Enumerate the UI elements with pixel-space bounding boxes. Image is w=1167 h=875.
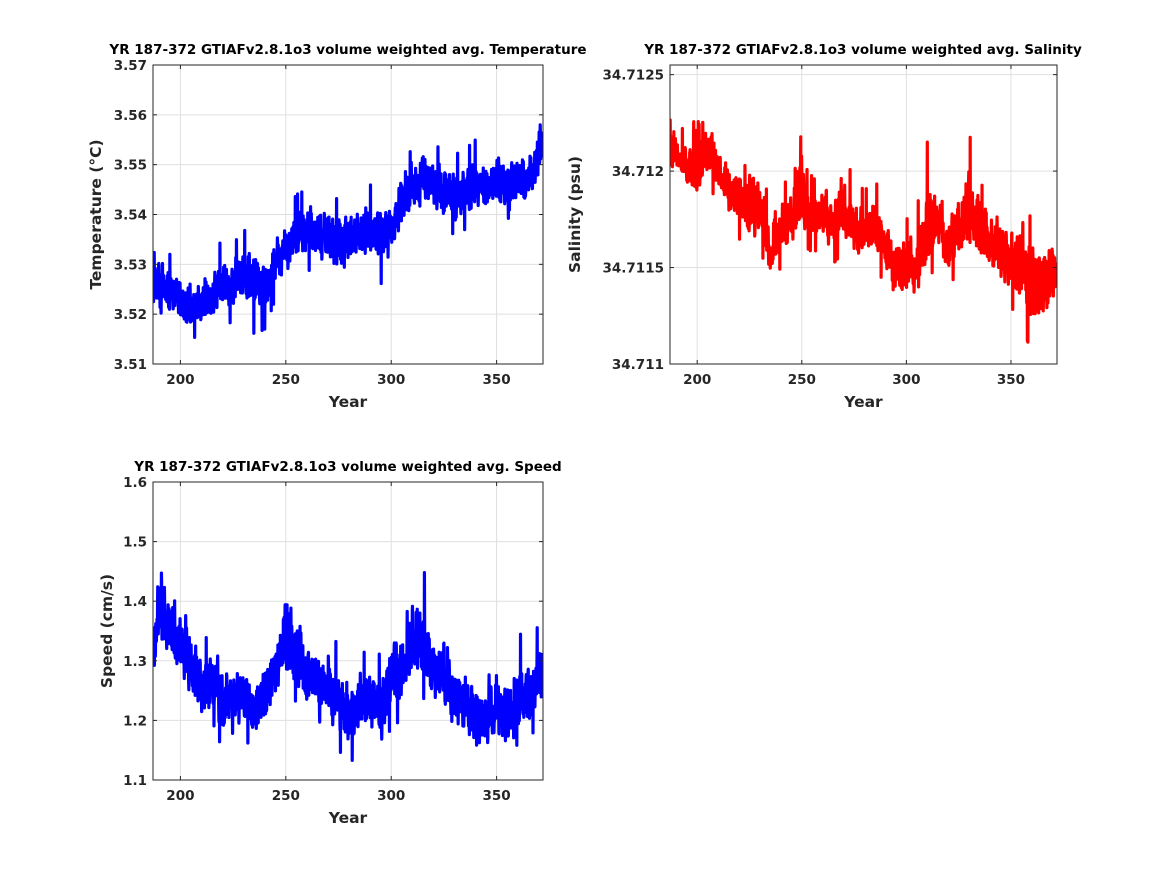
x-tick-label: 300 <box>892 372 920 388</box>
x-tick-label: 200 <box>683 372 711 388</box>
y-tick-label: 34.711 <box>612 357 664 373</box>
chart-title: YR 187-372 GTIAFv2.8.1o3 volume weighted… <box>133 459 561 475</box>
y-tick-label: 34.712 <box>612 164 664 180</box>
x-tick-label: 200 <box>166 372 194 388</box>
subplot-3: 200 250 300 350 1.1 1.2 1.3 1.4 1.5 1.6 Year Speed … <box>98 459 562 827</box>
y-tick-label: 3.56 <box>114 108 147 124</box>
y-tick-label: 34.7125 <box>603 68 665 84</box>
y-axis-label: Temperature (°C) <box>87 139 105 289</box>
x-tick-label: 350 <box>997 372 1025 388</box>
y-tick-label: 1.2 <box>123 713 147 729</box>
x-axis-label: Year <box>843 393 883 411</box>
y-tick-label: 1.4 <box>123 594 147 610</box>
data-series-line <box>670 118 1057 344</box>
x-tick-label: 300 <box>377 788 405 804</box>
x-tick-label: 300 <box>377 372 405 388</box>
x-axis-label: Year <box>328 393 368 411</box>
x-tick-label: 350 <box>483 788 511 804</box>
y-tick-label: 3.54 <box>114 208 147 224</box>
y-axis-label: Salinity (psu) <box>566 156 584 273</box>
y-tick-label: 1.3 <box>123 654 147 670</box>
y-tick-label: 3.55 <box>114 158 147 174</box>
x-tick-label: 200 <box>166 788 194 804</box>
axes-box <box>152 481 544 781</box>
x-tick-label: 250 <box>272 372 300 388</box>
y-tick-label: 1.5 <box>123 535 147 551</box>
data-series-line <box>153 123 543 339</box>
y-tick-label: 3.52 <box>114 307 147 323</box>
x-tick-label: 250 <box>272 788 300 804</box>
axes-box <box>669 64 1058 365</box>
data-series-line <box>153 570 543 762</box>
x-tick-label: 250 <box>788 372 816 388</box>
chart-title: YR 187-372 GTIAFv2.8.1o3 volume weighted… <box>108 42 586 58</box>
x-tick-label: 350 <box>483 372 511 388</box>
chart-title: YR 187-372 GTIAFv2.8.1o3 volume weighted… <box>643 42 1082 58</box>
y-tick-label: 1.1 <box>123 773 147 789</box>
y-tick-label: 3.51 <box>114 357 147 373</box>
y-tick-label: 34.7115 <box>603 261 665 277</box>
y-tick-label: 3.57 <box>114 58 147 74</box>
y-tick-label: 3.53 <box>114 257 147 273</box>
y-axis-label: Speed (cm/s) <box>98 574 116 688</box>
subplot-2: 200 250 300 350 34.711 34.7115 34.712 34.7125 Ye… <box>566 42 1082 411</box>
subplot-1: 200 250 300 350 3.51 3.52 3.53 3.54 3.55 3.56 3.57… <box>87 42 587 411</box>
y-tick-label: 1.6 <box>123 475 147 491</box>
x-axis-label: Year <box>328 809 368 827</box>
